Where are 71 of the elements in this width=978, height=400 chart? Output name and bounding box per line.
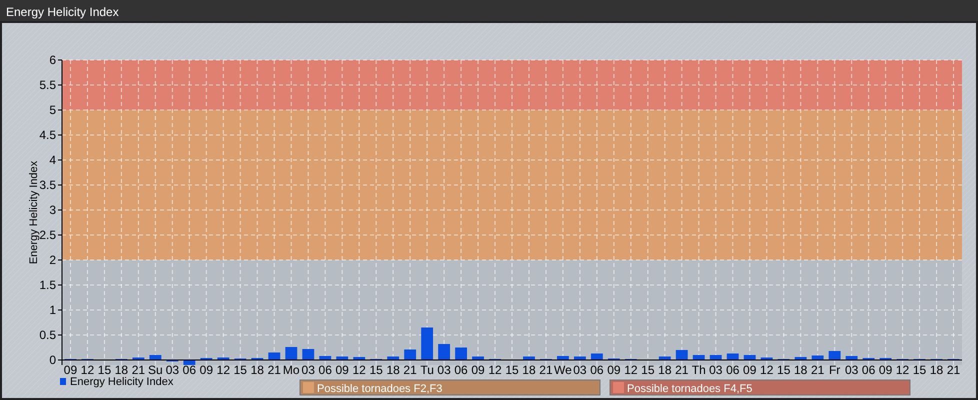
x-tick-label: 03 bbox=[844, 363, 859, 377]
y-tick-label: 6 bbox=[49, 53, 56, 68]
legend-label: Possible tornadoes F2,F3 bbox=[317, 383, 442, 395]
y-tick-label: 1.5 bbox=[39, 278, 56, 292]
x-tick-label: 09 bbox=[878, 363, 893, 377]
x-tick-label: 21 bbox=[946, 363, 961, 377]
y-tick-label: 5.5 bbox=[39, 78, 56, 92]
x-tick-label: 03 bbox=[573, 363, 587, 377]
x-tick-label: 06 bbox=[726, 363, 740, 377]
x-tick-label: 21 bbox=[810, 363, 825, 377]
x-tick-label: 15 bbox=[912, 363, 927, 377]
y-tick-label: 2.5 bbox=[39, 228, 56, 242]
x-tick-label: 18 bbox=[114, 363, 128, 377]
x-tick-label: 03 bbox=[166, 363, 180, 377]
x-tick-label: 06 bbox=[454, 363, 468, 377]
x-tick-label: 03 bbox=[302, 363, 316, 377]
y-tick-label: 0.5 bbox=[39, 328, 56, 342]
x-tick-label: 18 bbox=[930, 363, 944, 377]
x-tick-label: 15 bbox=[369, 363, 384, 377]
x-tick-label: 18 bbox=[250, 363, 264, 377]
x-tick-label: 15 bbox=[505, 363, 519, 377]
x-tick-label: 09 bbox=[336, 363, 350, 377]
x-tick-label: 18 bbox=[658, 363, 672, 377]
x-tick-label: 06 bbox=[590, 363, 604, 377]
y-axis-title: Energy Helicity Index bbox=[28, 160, 40, 264]
legend-label: Energy Helicity Index bbox=[70, 376, 174, 388]
x-tick-label: 09 bbox=[607, 363, 621, 377]
x-tick-label: 03 bbox=[709, 363, 723, 377]
x-tick-label: 15 bbox=[641, 363, 655, 377]
chart-title: Energy Helicity Index bbox=[6, 5, 119, 19]
x-tick-label: 15 bbox=[98, 363, 112, 377]
x-tick-label: 21 bbox=[539, 363, 553, 377]
x-tick-label: 12 bbox=[896, 363, 910, 377]
x-tick-label: 09 bbox=[64, 363, 78, 377]
x-tick-label: 06 bbox=[862, 363, 876, 377]
y-tick-label: 2 bbox=[49, 253, 56, 268]
x-tick-label: 09 bbox=[471, 363, 486, 377]
x-tick-label: 09 bbox=[200, 363, 214, 377]
x-tick-label: 12 bbox=[352, 363, 366, 377]
y-tick-label: 3.5 bbox=[39, 178, 56, 192]
y-tick-label: 4.5 bbox=[39, 128, 56, 142]
x-tick-label: Th bbox=[692, 363, 706, 377]
x-tick-label: Mo bbox=[282, 363, 300, 377]
x-tick-label: Fr bbox=[828, 363, 840, 377]
x-tick-label: 21 bbox=[132, 363, 146, 377]
x-tick-label: Tu bbox=[420, 363, 434, 377]
x-tick-label: 06 bbox=[318, 363, 332, 377]
y-tick-label: 4 bbox=[49, 153, 56, 168]
y-tick-label: 0 bbox=[49, 353, 56, 368]
x-tick-label: 18 bbox=[794, 363, 808, 377]
x-tick-label: 03 bbox=[437, 363, 452, 377]
x-tick-label: 21 bbox=[675, 363, 689, 377]
x-tick-label: 15 bbox=[234, 363, 248, 377]
x-tick-label: 09 bbox=[743, 363, 757, 377]
x-tick-label: 21 bbox=[268, 363, 282, 377]
y-tick-label: 1 bbox=[49, 303, 56, 318]
x-tick-label: Su bbox=[148, 363, 163, 377]
legend-label: Possible tornadoes F4,F5 bbox=[627, 383, 752, 395]
x-tick-label: 15 bbox=[777, 363, 791, 377]
x-tick-label: 12 bbox=[80, 363, 94, 377]
x-tick-label: 12 bbox=[624, 363, 638, 377]
x-tick-label: 12 bbox=[488, 363, 502, 377]
x-tick-label: 21 bbox=[403, 363, 418, 377]
x-tick-label: 18 bbox=[522, 363, 536, 377]
x-tick-label: 12 bbox=[216, 363, 230, 377]
y-tick-label: 3 bbox=[49, 203, 56, 218]
y-tick-label: 5 bbox=[49, 103, 56, 118]
x-tick-label: 06 bbox=[182, 363, 196, 377]
x-tick-label: 12 bbox=[760, 363, 774, 377]
x-tick-label: We bbox=[554, 363, 572, 377]
x-tick-label: 18 bbox=[386, 363, 400, 377]
